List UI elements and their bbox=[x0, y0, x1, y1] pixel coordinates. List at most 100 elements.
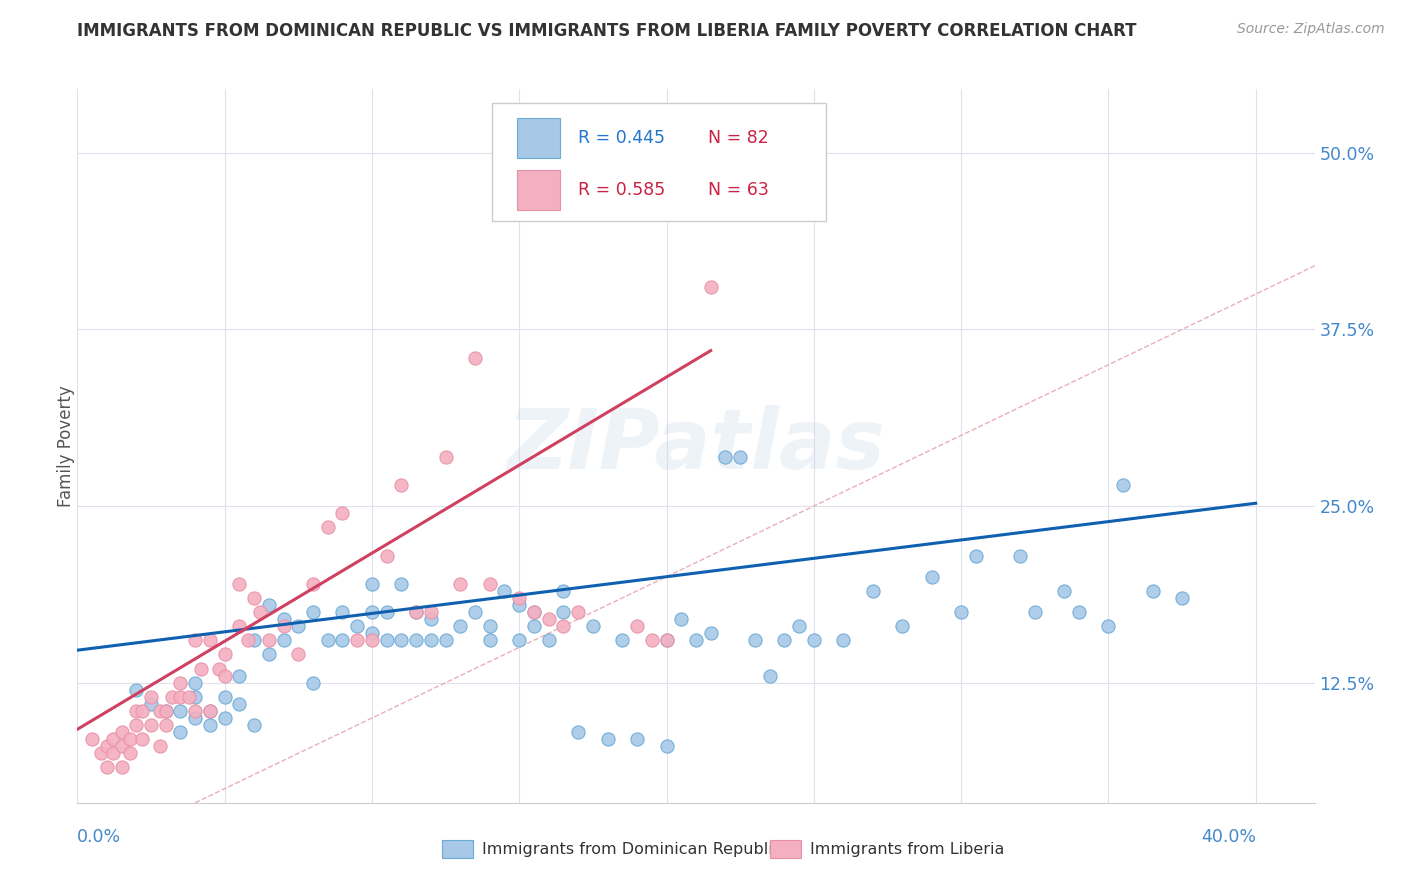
Point bbox=[567, 725, 589, 739]
Point bbox=[891, 619, 914, 633]
Point bbox=[257, 598, 280, 612]
Point bbox=[685, 633, 707, 648]
Point bbox=[965, 549, 987, 563]
Point bbox=[361, 626, 384, 640]
Point bbox=[139, 718, 162, 732]
Point bbox=[214, 668, 236, 682]
Point bbox=[131, 704, 153, 718]
Point bbox=[950, 605, 973, 619]
Point bbox=[389, 633, 412, 648]
Point bbox=[287, 619, 309, 633]
Point bbox=[1008, 549, 1031, 563]
Point bbox=[714, 450, 737, 464]
Point bbox=[243, 718, 266, 732]
Point bbox=[803, 633, 825, 648]
Point bbox=[198, 633, 221, 648]
Point bbox=[332, 633, 354, 648]
Point bbox=[405, 605, 427, 619]
FancyBboxPatch shape bbox=[443, 840, 474, 858]
Point bbox=[773, 633, 796, 648]
Point bbox=[287, 648, 309, 662]
Point bbox=[214, 690, 236, 704]
FancyBboxPatch shape bbox=[770, 840, 801, 858]
Point bbox=[184, 690, 207, 704]
Text: 40.0%: 40.0% bbox=[1201, 829, 1256, 847]
Point bbox=[96, 760, 118, 774]
Text: Immigrants from Dominican Republic: Immigrants from Dominican Republic bbox=[482, 842, 782, 856]
Point bbox=[149, 739, 172, 754]
Point bbox=[758, 668, 780, 682]
Point bbox=[1097, 619, 1119, 633]
Point bbox=[198, 704, 221, 718]
Point bbox=[361, 605, 384, 619]
Point bbox=[523, 619, 546, 633]
Text: Source: ZipAtlas.com: Source: ZipAtlas.com bbox=[1237, 22, 1385, 37]
Point bbox=[508, 591, 530, 605]
Text: 0.0%: 0.0% bbox=[77, 829, 121, 847]
Point bbox=[214, 711, 236, 725]
Point bbox=[139, 697, 162, 711]
Point bbox=[1053, 583, 1076, 598]
Point bbox=[249, 605, 271, 619]
Point bbox=[655, 633, 678, 648]
Point bbox=[332, 605, 354, 619]
Point bbox=[80, 732, 103, 747]
Point bbox=[273, 633, 295, 648]
Point bbox=[389, 576, 412, 591]
Point bbox=[139, 690, 162, 704]
Point bbox=[120, 747, 142, 761]
Point bbox=[155, 704, 177, 718]
Point bbox=[96, 739, 118, 754]
Point bbox=[862, 583, 884, 598]
Point bbox=[90, 747, 112, 761]
Point bbox=[169, 704, 191, 718]
Point bbox=[155, 704, 177, 718]
Point bbox=[1024, 605, 1046, 619]
Point bbox=[198, 718, 221, 732]
Point bbox=[101, 732, 124, 747]
Point bbox=[179, 690, 201, 704]
Point bbox=[582, 619, 605, 633]
Point bbox=[257, 648, 280, 662]
Point bbox=[169, 690, 191, 704]
Point bbox=[184, 704, 207, 718]
Point bbox=[375, 549, 398, 563]
Point bbox=[449, 576, 471, 591]
Point bbox=[405, 633, 427, 648]
Point bbox=[699, 626, 721, 640]
Point bbox=[243, 633, 266, 648]
Point bbox=[671, 612, 693, 626]
Text: Immigrants from Liberia: Immigrants from Liberia bbox=[810, 842, 1004, 856]
Text: R = 0.445: R = 0.445 bbox=[578, 129, 665, 147]
Point bbox=[1067, 605, 1090, 619]
Point bbox=[238, 633, 260, 648]
Point bbox=[787, 619, 810, 633]
Text: N = 82: N = 82 bbox=[709, 129, 769, 147]
Point bbox=[464, 351, 486, 365]
Point bbox=[149, 704, 172, 718]
Point bbox=[655, 633, 678, 648]
Point bbox=[641, 633, 664, 648]
Point bbox=[389, 478, 412, 492]
Text: IMMIGRANTS FROM DOMINICAN REPUBLIC VS IMMIGRANTS FROM LIBERIA FAMILY POVERTY COR: IMMIGRANTS FROM DOMINICAN REPUBLIC VS IM… bbox=[77, 22, 1137, 40]
Point bbox=[744, 633, 766, 648]
Point bbox=[110, 739, 132, 754]
Point bbox=[332, 506, 354, 520]
Point bbox=[508, 633, 530, 648]
Point bbox=[626, 732, 648, 747]
Point bbox=[464, 605, 486, 619]
Point bbox=[478, 619, 501, 633]
Point bbox=[160, 690, 183, 704]
Point bbox=[508, 598, 530, 612]
Point bbox=[184, 633, 207, 648]
Point bbox=[832, 633, 855, 648]
Point bbox=[125, 682, 148, 697]
Point bbox=[214, 648, 236, 662]
Point bbox=[449, 619, 471, 633]
Point bbox=[198, 704, 221, 718]
Point bbox=[131, 732, 153, 747]
Point bbox=[184, 675, 207, 690]
Point bbox=[228, 668, 250, 682]
Point bbox=[537, 612, 560, 626]
Text: N = 63: N = 63 bbox=[709, 181, 769, 199]
